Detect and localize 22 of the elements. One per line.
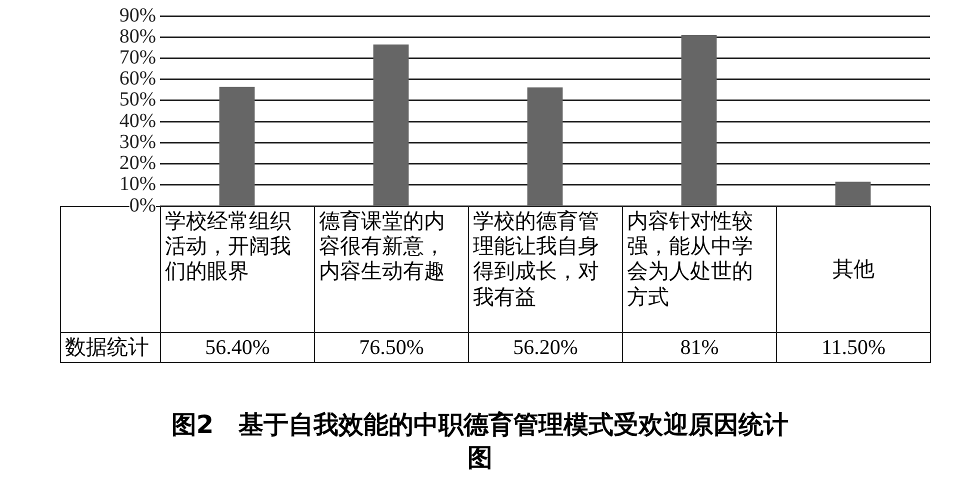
y-tick-label: 90% bbox=[119, 4, 156, 26]
x-tick-label: 学校的德育管理能让我自身得到成长，对我有益 bbox=[468, 206, 622, 332]
text: 数据统计 bbox=[60, 332, 160, 363]
data-label: 81% bbox=[622, 332, 776, 363]
text: 图2 基于自我效能的中职德育管理模式受欢迎原因统计图 bbox=[170, 409, 790, 474]
x-tick-label: 内容针对性较强，能从中学会为人处世的方式 bbox=[622, 206, 776, 332]
y-tick-label: 60% bbox=[119, 68, 156, 90]
y-tick-label: 80% bbox=[119, 25, 156, 48]
y-tick-label: 30% bbox=[119, 130, 156, 153]
data-label: 56.40% bbox=[160, 332, 314, 363]
x-tick-label: 学校经常组织活动，开阔我们的眼界 bbox=[160, 206, 314, 332]
data-label: 76.50% bbox=[314, 332, 468, 363]
x-tick-label: 其他 bbox=[776, 206, 930, 332]
y-tick-label: 0% bbox=[129, 194, 156, 216]
y-tick-label: 10% bbox=[119, 173, 156, 196]
data-label: 56.20% bbox=[468, 332, 622, 363]
data-label: 11.50% bbox=[776, 332, 930, 363]
y-tick-label: 70% bbox=[119, 46, 156, 68]
y-tick-label: 50% bbox=[119, 88, 156, 111]
x-tick-label: 德育课堂的内容很有新意，内容生动有趣 bbox=[314, 206, 468, 332]
y-tick-label: 20% bbox=[119, 152, 156, 174]
y-tick-label: 40% bbox=[119, 110, 156, 132]
